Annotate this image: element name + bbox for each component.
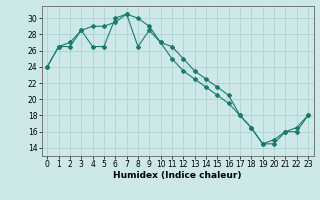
- X-axis label: Humidex (Indice chaleur): Humidex (Indice chaleur): [113, 171, 242, 180]
